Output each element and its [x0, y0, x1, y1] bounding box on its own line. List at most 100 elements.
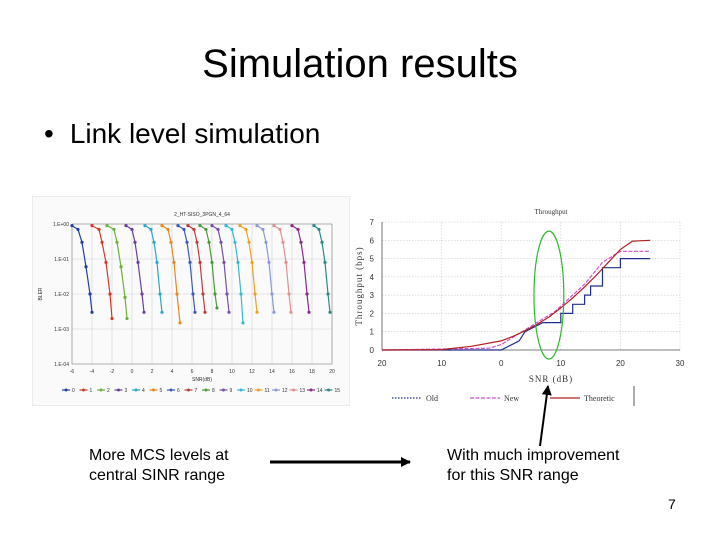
caption-right-line-2: for this SNR range	[447, 467, 579, 484]
bler-curve-marker	[104, 260, 108, 264]
bler-chart-x-tick: -6	[70, 369, 75, 375]
throughput-chart-y-tick: 6	[370, 236, 375, 245]
bler-chart-x-tick: 10	[229, 369, 235, 375]
bler-chart-plot-frame	[71, 223, 333, 365]
bler-curve-marker	[100, 240, 104, 244]
bler-curve-marker	[136, 260, 140, 264]
bler-curve-marker	[90, 310, 94, 314]
bler-legend-label: 11	[265, 388, 270, 394]
bler-curve-marker	[130, 227, 134, 232]
bler-legend-label: 14	[317, 388, 323, 394]
bler-legend-label: 8	[212, 388, 215, 394]
bler-chart-x-tick: 14	[269, 369, 275, 375]
bler-legend-marker	[152, 388, 155, 392]
caption-left-line-2: central SINR range	[89, 467, 226, 484]
throughput-chart-y-tick: 3	[370, 291, 375, 300]
bler-legend-marker	[292, 388, 295, 392]
bler-curve-marker	[80, 240, 84, 244]
bler-legend-label: 5	[160, 388, 163, 394]
bler-curve-marker	[299, 240, 303, 244]
bler-curve-marker	[264, 240, 268, 244]
bler-curve-marker	[84, 265, 88, 269]
bler-chart-y-tick: 1.E-04	[54, 362, 69, 368]
bler-curve-marker	[97, 227, 101, 232]
bler-curve-marker	[70, 224, 74, 228]
bler-curve-marker	[108, 292, 112, 296]
bler-legend-label: 2	[107, 388, 110, 394]
bler-chart-y-tick: 1.E+00	[53, 222, 69, 228]
bler-curve-marker	[278, 227, 282, 232]
bler-curve-marker	[219, 240, 223, 244]
bler-chart-title: 2_HT-SISO_3PGN_4_64	[174, 212, 230, 218]
throughput-chart-y-tick: 2	[370, 309, 375, 318]
bler-curve-marker	[213, 292, 217, 296]
bler-curve-marker	[210, 260, 214, 264]
bler-curve-marker	[125, 316, 129, 321]
bler-curve-marker	[201, 292, 205, 296]
bler-curve-marker	[204, 227, 208, 232]
bler-curve-marker	[215, 306, 219, 310]
bler-legend-marker	[257, 388, 260, 392]
bler-curve-marker	[155, 260, 159, 264]
bler-curve-marker	[227, 310, 231, 314]
bler-legend-marker	[309, 388, 313, 392]
throughput-chart-y-label: Throughput (bps)	[354, 246, 364, 325]
throughput-chart-x-tick: 0	[499, 359, 504, 368]
bler-legend-label: 7	[195, 388, 198, 394]
bullet-item: • Link level simulation	[44, 118, 320, 150]
bler-curve-marker	[233, 240, 237, 244]
bler-curve-marker	[188, 260, 192, 264]
slide-title: Simulation results	[202, 42, 518, 86]
bler-curve-marker	[230, 227, 234, 232]
bler-chart-y-tick: 1.E-03	[54, 327, 69, 333]
bler-legend-marker	[274, 388, 278, 392]
throughput-chart-y-tick: 4	[370, 273, 375, 282]
throughput-chart-title: Throughput	[534, 208, 567, 216]
throughput-legend-label: Theoretic	[584, 394, 615, 403]
bler-curve-marker	[186, 224, 190, 228]
bler-curve-marker	[290, 224, 294, 228]
bler-curve-marker	[239, 292, 243, 296]
caption-right-line-1: With much improvement	[447, 447, 620, 464]
bler-curve-marker	[185, 240, 189, 244]
caption-left: More MCS levels at central SINR range	[89, 446, 229, 486]
bler-curve-marker	[216, 227, 220, 232]
bler-legend-marker	[99, 388, 103, 392]
bler-curve-marker	[198, 224, 202, 228]
bler-curve-marker	[323, 260, 327, 264]
throughput-chart-x-tick: 30	[676, 359, 685, 368]
bler-curve-marker	[178, 321, 182, 325]
bler-curve-marker	[195, 240, 199, 244]
bler-curve-marker	[158, 292, 162, 296]
bler-curve-marker	[160, 224, 164, 228]
bler-curve-marker	[238, 224, 242, 228]
bler-curve-marker	[296, 227, 300, 232]
throughput-chart-y-tick: 5	[370, 255, 375, 264]
bler-chart-x-tick: 18	[309, 369, 315, 375]
bullet-text: Link level simulation	[69, 118, 321, 149]
bler-curve-marker	[160, 310, 164, 314]
bullet-dot: •	[44, 118, 54, 149]
bler-curve-marker	[123, 295, 127, 299]
bler-chart-x-tick: 2	[151, 369, 154, 375]
throughput-chart-y-tick: 0	[370, 346, 375, 355]
bler-curve-marker	[247, 240, 251, 244]
bler-chart-y-tick: 1.E-01	[54, 257, 69, 263]
bler-chart-x-tick: 8	[211, 369, 214, 375]
page-number: 7	[668, 496, 676, 512]
bler-curve-marker	[172, 260, 176, 264]
bler-chart-x-tick: 4	[171, 369, 174, 375]
bler-curve-marker	[272, 224, 276, 228]
bler-curve-marker	[320, 240, 324, 244]
bler-curve-marker	[244, 227, 248, 232]
bler-curve-marker	[192, 227, 196, 232]
highlight-ellipse	[533, 230, 565, 360]
bler-legend-marker	[134, 388, 138, 392]
bler-chart-background	[32, 196, 350, 406]
throughput-chart-x-tick: 20	[616, 359, 625, 368]
caption-right: With much improvement for this SNR range	[447, 446, 620, 486]
bler-curve-marker	[289, 310, 293, 314]
bler-curve-marker	[250, 260, 254, 264]
bler-chart-x-tick: -2	[110, 369, 115, 375]
bler-curve-marker	[133, 240, 137, 244]
